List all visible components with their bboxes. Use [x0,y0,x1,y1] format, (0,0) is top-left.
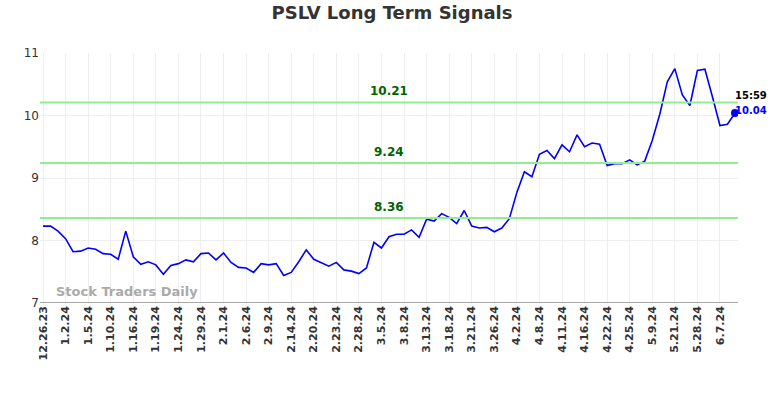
svg-text:3.13.24: 3.13.24 [420,306,433,353]
svg-text:4.8.24: 4.8.24 [533,306,546,345]
svg-text:Stock Traders Daily: Stock Traders Daily [56,284,198,299]
svg-text:2.6.24: 2.6.24 [240,306,253,345]
svg-text:5.28.24: 5.28.24 [691,306,704,353]
svg-text:2.9.24: 2.9.24 [262,306,275,345]
svg-text:10.04: 10.04 [735,105,767,116]
svg-text:PSLV Long Term Signals: PSLV Long Term Signals [271,2,512,23]
svg-text:10: 10 [24,109,39,123]
svg-text:3.18.24: 3.18.24 [443,306,456,353]
svg-text:7: 7 [31,296,39,310]
svg-text:1.29.24: 1.29.24 [195,306,208,353]
svg-text:9.24: 9.24 [374,145,404,159]
svg-text:1.16.24: 1.16.24 [127,306,140,353]
svg-text:4.2.24: 4.2.24 [510,306,523,345]
svg-text:2.23.24: 2.23.24 [330,306,343,353]
svg-text:2.28.24: 2.28.24 [352,306,365,353]
svg-text:2.14.24: 2.14.24 [285,306,298,353]
svg-text:1.2.24: 1.2.24 [59,306,72,345]
svg-text:9: 9 [31,171,39,185]
svg-text:8: 8 [31,234,39,248]
svg-text:1.5.24: 1.5.24 [82,306,95,345]
svg-text:11: 11 [24,46,39,60]
svg-text:2.20.24: 2.20.24 [307,306,320,353]
svg-text:4.16.24: 4.16.24 [578,306,591,353]
svg-text:3.5.24: 3.5.24 [375,306,388,345]
svg-text:2.1.24: 2.1.24 [217,306,230,345]
svg-text:1.24.24: 1.24.24 [172,306,185,353]
svg-text:12.26.23: 12.26.23 [37,306,50,360]
svg-text:4.25.24: 4.25.24 [623,306,636,353]
svg-text:8.36: 8.36 [374,200,404,214]
svg-text:4.22.24: 4.22.24 [601,306,614,353]
svg-text:1.19.24: 1.19.24 [149,306,162,353]
svg-text:4.11.24: 4.11.24 [556,306,569,353]
svg-text:5.9.24: 5.9.24 [646,306,659,345]
svg-text:3.26.24: 3.26.24 [488,306,501,353]
svg-text:3.8.24: 3.8.24 [398,306,411,345]
svg-text:15:59: 15:59 [735,90,767,101]
svg-text:6.7.24: 6.7.24 [714,306,727,345]
svg-text:1.10.24: 1.10.24 [104,306,117,353]
svg-text:3.21.24: 3.21.24 [465,306,478,353]
svg-text:10.21: 10.21 [370,84,408,98]
svg-text:5.21.24: 5.21.24 [668,306,681,353]
